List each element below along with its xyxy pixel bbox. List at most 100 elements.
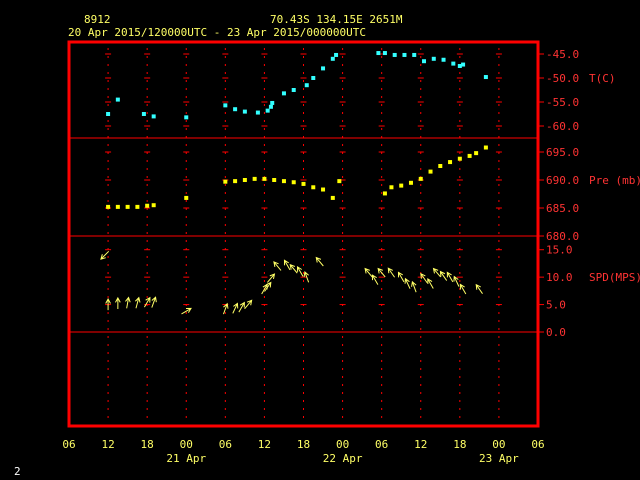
plot-area: -45.0 -50.0 -55.0 -60.0 T(C) 695.0 690.0 685.0 6… — [62, 40, 640, 465]
temperature-point — [115, 97, 120, 102]
pressure-point — [418, 176, 423, 181]
x-tick-label: 12 — [414, 438, 427, 451]
pressure-point — [483, 145, 488, 150]
wind-arrow — [135, 296, 141, 309]
temperature-point — [334, 52, 339, 57]
temperature-point — [451, 61, 456, 66]
wind-arrow — [377, 267, 386, 278]
pressure-point — [106, 204, 111, 209]
pressure-point — [408, 180, 413, 185]
wind-arrow — [244, 299, 253, 310]
pressure-point — [311, 185, 316, 190]
pressure-point — [448, 160, 453, 165]
pressure-point — [291, 180, 296, 185]
temperature-point — [441, 57, 446, 62]
temperature-point — [382, 51, 387, 56]
pressure-point — [467, 153, 472, 158]
x-tick-label: 06 — [62, 438, 75, 451]
wind-arrow — [475, 283, 483, 295]
x-tick-label: 18 — [141, 438, 154, 451]
pressure-point — [428, 169, 433, 174]
y-tick-label: 690.0 — [546, 174, 579, 187]
y-tick-label: 5.0 — [546, 299, 566, 312]
temperature-point — [184, 115, 189, 120]
time-range: 20 Apr 2015/120000UTC - 23 Apr 2015/0000… — [68, 26, 366, 39]
temperature-point — [461, 62, 466, 67]
page-number: 2 — [14, 465, 21, 478]
temperature-point — [330, 56, 335, 61]
temperature-point — [422, 59, 427, 64]
x-date-label: 21 Apr — [166, 452, 206, 465]
station-id: 8912 — [84, 13, 111, 26]
wind-arrow — [303, 270, 310, 283]
temperature-point — [291, 88, 296, 92]
pressure-point — [337, 179, 342, 184]
station-location: 70.43S 134.15E 2651M — [270, 13, 403, 26]
temperature-point — [268, 104, 273, 109]
x-tick-label: 06 — [375, 438, 388, 451]
wind-arrow — [100, 250, 110, 260]
wind-arrow — [364, 267, 373, 278]
y-tick-label: -55.0 — [546, 96, 579, 109]
x-date-label: 23 Apr — [479, 452, 519, 465]
pressure-point — [233, 179, 238, 184]
pressure-point — [321, 187, 326, 192]
x-tick-label: 12 — [258, 438, 271, 451]
wind-arrow — [296, 265, 304, 277]
wind-arrow — [267, 273, 276, 283]
wind-arrow — [432, 267, 441, 278]
wind-arrow — [289, 263, 298, 274]
wind-arrow — [264, 281, 272, 292]
temperature-point — [311, 76, 316, 80]
y-tick-label: 10.0 — [546, 271, 573, 284]
pressure-point — [301, 181, 306, 186]
panel-name: SPD(MPS) — [589, 271, 640, 284]
temperature-point — [242, 109, 247, 114]
temperature-point — [321, 66, 326, 71]
y-tick-label: 695.0 — [546, 146, 579, 159]
pressure-point — [184, 195, 189, 200]
x-tick-label: 00 — [492, 438, 505, 451]
x-date-label: 22 Apr — [323, 452, 363, 465]
pressure-point — [382, 191, 387, 196]
y-tick-label: 15.0 — [546, 244, 573, 257]
chart-frame — [67, 40, 540, 428]
temperature-point — [457, 64, 462, 68]
wind-arrow — [232, 302, 239, 314]
y-tick-label: 0.0 — [546, 326, 566, 339]
wind-arrow — [427, 278, 434, 289]
wind-arrow — [143, 296, 151, 308]
wind-arrow — [125, 296, 131, 309]
temperature-point — [483, 75, 488, 80]
temperature-point — [141, 112, 146, 116]
panel-name: T(C) — [589, 72, 616, 85]
wind-arrow — [283, 259, 291, 271]
wind-arrow — [387, 267, 396, 278]
x-tick-label: 06 — [531, 438, 544, 451]
y-tick-label: -50.0 — [546, 72, 579, 85]
pressure-point — [457, 156, 462, 161]
pressure-point — [145, 203, 150, 208]
pressure-point — [242, 178, 247, 182]
wind-arrow — [315, 256, 324, 267]
wind-arrow — [181, 307, 192, 315]
temperature-point — [281, 91, 286, 96]
panel-name: Pre (mb) — [589, 174, 640, 187]
pressure-point — [399, 183, 404, 188]
wind-arrow — [420, 272, 428, 284]
temperature-point — [233, 107, 238, 112]
pressure-point — [438, 164, 443, 168]
x-tick-label: 06 — [219, 438, 232, 451]
wind-arrow — [238, 301, 245, 313]
wind-arrow — [453, 275, 460, 287]
pressure-point — [223, 179, 228, 184]
temperature-point — [376, 51, 381, 56]
y-tick-label: -60.0 — [546, 120, 579, 133]
x-tick-label: 00 — [180, 438, 193, 451]
temperature-point — [151, 114, 156, 119]
temperature-point — [392, 52, 397, 57]
temperature-point — [270, 100, 275, 105]
temperature-point — [265, 108, 270, 113]
pressure-point — [125, 204, 130, 209]
